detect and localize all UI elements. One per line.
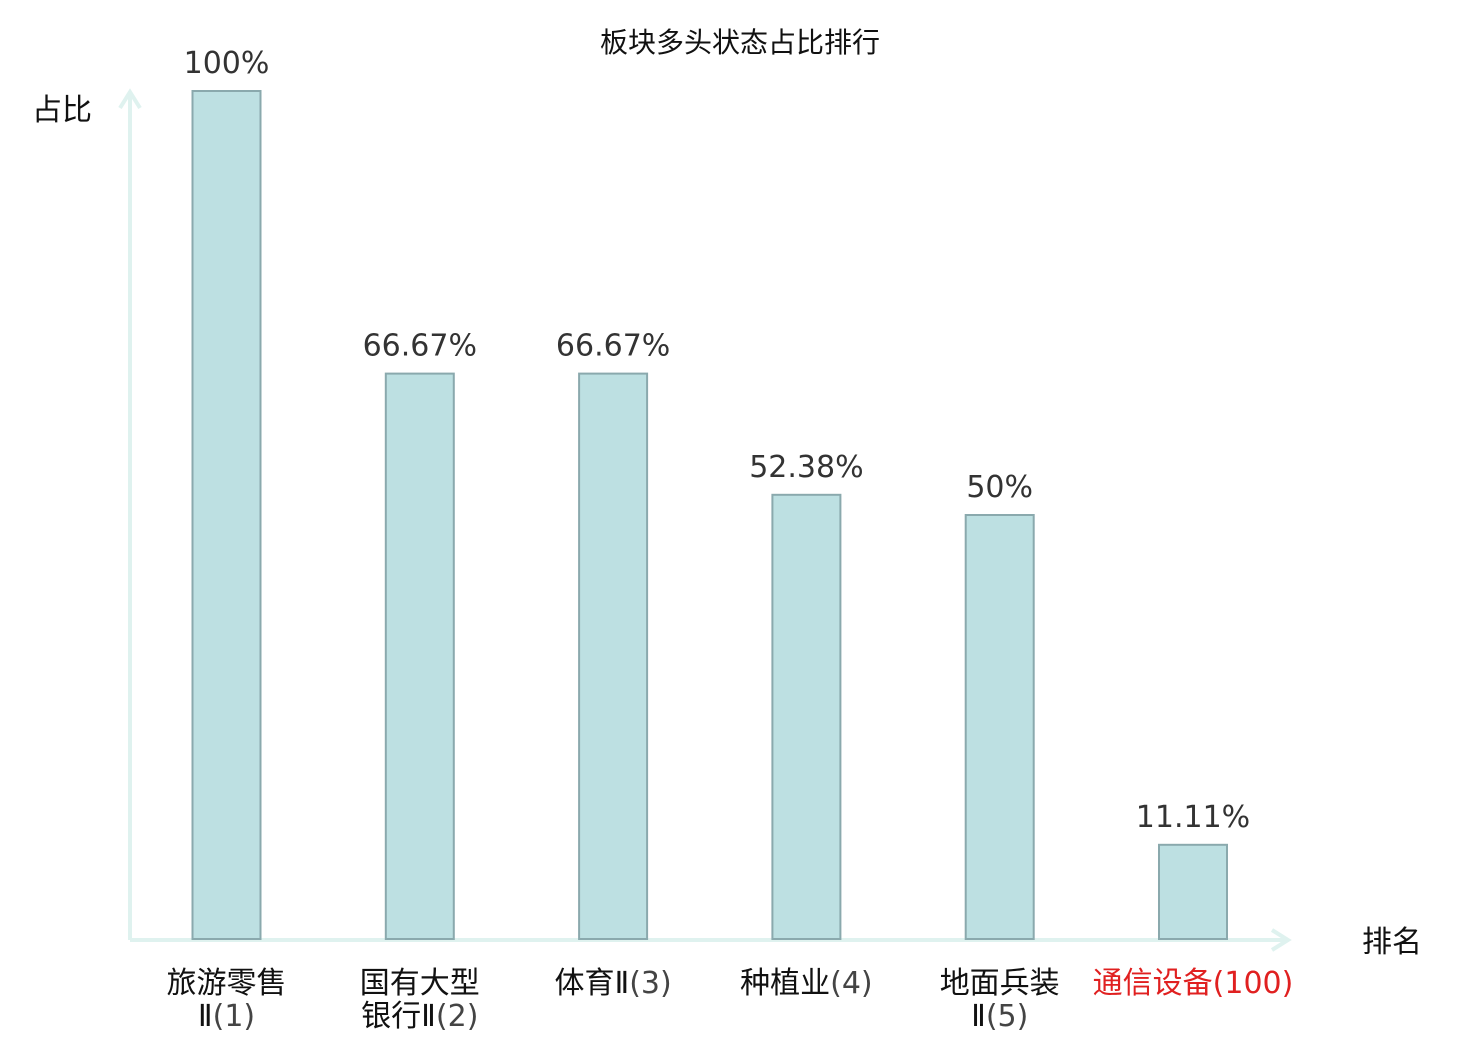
category-label: 通信设备(100) [1093,966,1294,1001]
bar [578,372,649,941]
value-label: 100% [184,46,270,81]
bar [964,514,1035,940]
chart-title: 板块多头状态占比排行 [600,26,880,59]
value-label: 11.11% [1136,800,1250,835]
category-label: 体育Ⅱ(3) [554,966,671,1001]
bar [771,493,842,940]
category-label: 国有大型银行Ⅱ(2) [360,966,480,1034]
category-labels-group: 旅游零售 Ⅱ(1) 国有大型银行Ⅱ(2) 体育Ⅱ(3) 种植业(4) 地面兵装 Ⅱ(5) 通信… [167,966,1294,1034]
category-label: 地面兵装 Ⅱ(5) [940,966,1060,1034]
y-axis-arrow [118,88,142,110]
value-labels-group: 100% 66.67% 66.67% 52.38% 50% 11.11% [184,46,1251,835]
axes [118,88,1292,952]
value-label: 66.67% [363,329,477,364]
x-axis-arrow [1270,928,1292,952]
value-label: 66.67% [556,329,670,364]
bar [191,90,262,940]
x-axis-label: 排名 [1362,925,1422,960]
value-label: 50% [966,470,1033,505]
y-axis-label: 占比 [32,93,92,128]
bars-group [191,90,1228,941]
bar [1158,843,1228,940]
category-label: 旅游零售 Ⅱ(1) [167,966,287,1034]
bar [384,372,455,941]
category-label: 种植业(4) [740,966,873,1001]
value-label: 52.38% [749,450,863,485]
